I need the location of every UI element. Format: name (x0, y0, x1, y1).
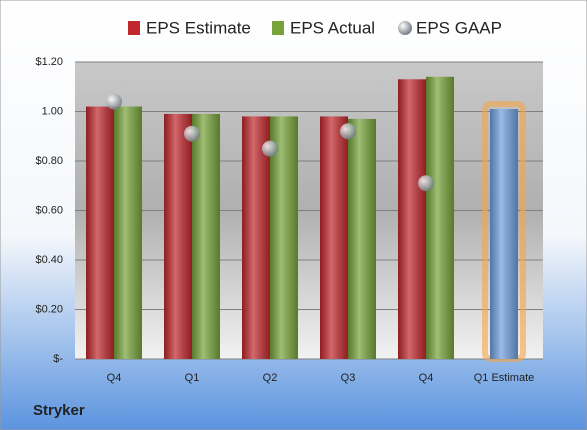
y-tick-label: 1.00 (42, 105, 63, 117)
x-tick-label: Q1 Estimate (474, 372, 535, 384)
x-tick-label: Q3 (341, 372, 356, 384)
gaap-marker (184, 125, 200, 142)
x-tick-label: Q4 (107, 372, 122, 384)
y-tick-label: $0.20 (35, 303, 63, 315)
bar-shine (114, 106, 142, 359)
legend-swatch (272, 21, 284, 35)
bar-shine (242, 116, 270, 359)
bar-shine (426, 76, 454, 359)
legend-swatch (398, 21, 412, 35)
legend-label: EPS Actual (290, 18, 375, 37)
bar-shine (490, 109, 518, 360)
y-tick-label: $0.60 (35, 204, 63, 216)
gaap-marker (418, 175, 434, 192)
y-tick-label: $0.80 (35, 155, 63, 167)
bar-shine (192, 113, 220, 359)
x-tick-label: Q1 (185, 372, 200, 384)
y-tick-label: $- (53, 353, 63, 365)
gaap-marker (340, 123, 356, 140)
legend-label: EPS GAAP (416, 18, 502, 37)
y-tick-label: $1.20 (35, 56, 63, 68)
bar-shine (348, 118, 376, 359)
legend-label: EPS Estimate (146, 18, 251, 37)
bar-shine (398, 79, 426, 359)
y-tick-label: $0.40 (35, 254, 63, 266)
bar-shine (164, 113, 192, 359)
gaap-marker (262, 140, 278, 157)
x-tick-label: Q2 (263, 372, 278, 384)
legend-swatch (128, 21, 140, 35)
bar-shine (320, 116, 348, 359)
bar-shine (270, 116, 298, 359)
gaap-marker (106, 93, 122, 110)
bar-shine (86, 106, 114, 359)
chart-title: Stryker (33, 402, 85, 419)
x-tick-label: Q4 (419, 372, 434, 384)
